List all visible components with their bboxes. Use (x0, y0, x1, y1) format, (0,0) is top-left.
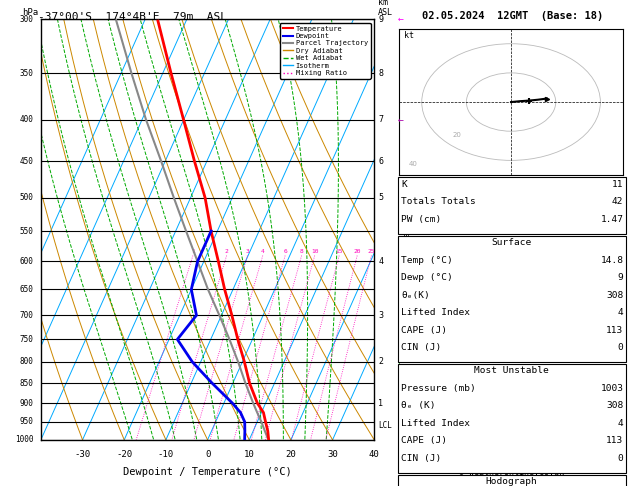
Text: 0: 0 (618, 343, 623, 352)
Text: ←: ← (398, 378, 404, 388)
Legend: Temperature, Dewpoint, Parcel Trajectory, Dry Adiabat, Wet Adiabat, Isotherm, Mi: Temperature, Dewpoint, Parcel Trajectory… (280, 23, 370, 79)
Text: 700: 700 (19, 311, 33, 320)
Text: Most Unstable: Most Unstable (474, 366, 549, 376)
Text: 2: 2 (225, 249, 228, 254)
Text: 30: 30 (327, 451, 338, 459)
Text: © weatheronline.co.uk: © weatheronline.co.uk (459, 468, 564, 477)
Text: 6: 6 (283, 249, 287, 254)
Text: Mixing Ratio (g/kg): Mixing Ratio (g/kg) (403, 186, 412, 274)
Text: ←: ← (398, 398, 404, 408)
Text: θₑ (K): θₑ (K) (401, 401, 436, 411)
Text: -37°00'S  174°4B'E  79m  ASL: -37°00'S 174°4B'E 79m ASL (38, 12, 226, 22)
Text: 40: 40 (369, 451, 380, 459)
Text: Temp (°C): Temp (°C) (401, 256, 453, 265)
Text: 4: 4 (261, 249, 265, 254)
Text: ←: ← (398, 115, 404, 125)
Text: 1003: 1003 (600, 384, 623, 393)
Text: 308: 308 (606, 291, 623, 300)
Text: -20: -20 (116, 451, 132, 459)
Text: 550: 550 (19, 226, 33, 236)
Text: 1.47: 1.47 (600, 215, 623, 224)
Text: 40: 40 (408, 161, 417, 167)
Text: Totals Totals: Totals Totals (401, 197, 476, 207)
Text: 500: 500 (19, 193, 33, 202)
Text: 10: 10 (311, 249, 318, 254)
Text: 2: 2 (378, 357, 383, 366)
Text: 450: 450 (19, 156, 33, 166)
Text: 1: 1 (191, 249, 195, 254)
Text: Lifted Index: Lifted Index (401, 308, 470, 317)
Text: 14.8: 14.8 (600, 256, 623, 265)
Text: 600: 600 (19, 257, 33, 266)
Text: 300: 300 (19, 15, 33, 24)
Text: 20: 20 (286, 451, 296, 459)
Text: PW (cm): PW (cm) (401, 215, 442, 224)
Text: 10: 10 (244, 451, 255, 459)
Text: 4: 4 (378, 257, 383, 266)
Text: -10: -10 (158, 451, 174, 459)
Text: 0: 0 (618, 454, 623, 463)
Text: kt: kt (404, 31, 414, 40)
Text: ←: ← (398, 257, 404, 266)
Text: Lifted Index: Lifted Index (401, 419, 470, 428)
Text: Dewp (°C): Dewp (°C) (401, 273, 453, 282)
Text: 15: 15 (335, 249, 343, 254)
Text: -30: -30 (74, 451, 91, 459)
Text: 900: 900 (19, 399, 33, 408)
Text: 350: 350 (19, 69, 33, 78)
Text: 6: 6 (378, 156, 383, 166)
Text: 950: 950 (19, 417, 33, 426)
Text: Dewpoint / Temperature (°C): Dewpoint / Temperature (°C) (123, 467, 292, 477)
Text: 20: 20 (353, 249, 361, 254)
Text: 1: 1 (378, 399, 383, 408)
Text: K: K (401, 180, 407, 189)
Text: ←: ← (398, 310, 404, 320)
Text: 750: 750 (19, 335, 33, 344)
Text: 20: 20 (453, 132, 462, 138)
Text: 113: 113 (606, 326, 623, 335)
Text: θₑ(K): θₑ(K) (401, 291, 430, 300)
Text: CAPE (J): CAPE (J) (401, 326, 447, 335)
Text: 800: 800 (19, 357, 33, 366)
Text: 8: 8 (378, 69, 383, 78)
Text: km
ASL: km ASL (378, 0, 393, 17)
Text: ←: ← (398, 357, 404, 367)
Text: ←: ← (398, 417, 404, 427)
Text: CAPE (J): CAPE (J) (401, 436, 447, 446)
Text: Pressure (mb): Pressure (mb) (401, 384, 476, 393)
Text: 4: 4 (618, 308, 623, 317)
Text: 308: 308 (606, 401, 623, 411)
Text: 5: 5 (378, 193, 383, 202)
Text: 8: 8 (299, 249, 303, 254)
Text: CIN (J): CIN (J) (401, 454, 442, 463)
Text: 850: 850 (19, 379, 33, 387)
Text: 113: 113 (606, 436, 623, 446)
Text: 42: 42 (612, 197, 623, 207)
Text: Surface: Surface (492, 238, 532, 247)
Text: Hodograph: Hodograph (486, 477, 538, 486)
Text: 25: 25 (368, 249, 375, 254)
Text: 9: 9 (618, 273, 623, 282)
Text: 4: 4 (618, 419, 623, 428)
Text: 0: 0 (205, 451, 210, 459)
Text: ←: ← (398, 226, 404, 236)
Text: 3: 3 (245, 249, 249, 254)
Text: CIN (J): CIN (J) (401, 343, 442, 352)
Text: 9: 9 (378, 15, 383, 24)
Text: LCL: LCL (378, 421, 392, 430)
Text: 1000: 1000 (15, 435, 33, 444)
Text: 3: 3 (378, 311, 383, 320)
Text: 650: 650 (19, 285, 33, 294)
Text: ←: ← (398, 193, 404, 203)
Text: 7: 7 (378, 115, 383, 124)
Text: 02.05.2024  12GMT  (Base: 18): 02.05.2024 12GMT (Base: 18) (422, 11, 603, 21)
Text: 11: 11 (612, 180, 623, 189)
Text: hPa: hPa (23, 8, 38, 17)
Text: ←: ← (398, 15, 404, 24)
Text: 400: 400 (19, 115, 33, 124)
